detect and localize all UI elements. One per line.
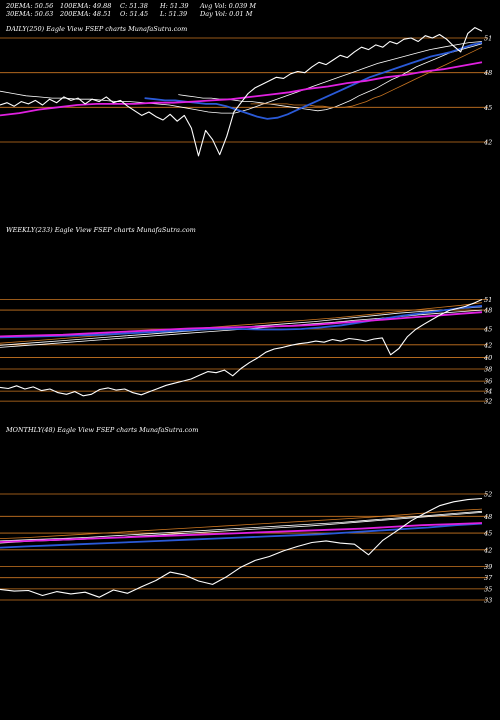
ma-series-line	[0, 302, 483, 344]
ma-series-line	[0, 522, 483, 549]
y-tick-label: 32	[484, 398, 492, 406]
y-tick-label: 48	[483, 307, 492, 315]
daily-title: DAILY(250) Eagle View FSEP charts Munafa…	[5, 25, 187, 33]
y-tick-label: 48	[483, 69, 492, 77]
y-tick-label: 51	[484, 296, 492, 304]
header-stats: 20EMA: 50.56 100EMA: 49.88 C: 51.38 H: 5…	[5, 2, 256, 18]
stat-high: H: 51.39	[159, 2, 189, 10]
ma-series-line	[250, 46, 483, 108]
price-line	[0, 298, 483, 397]
y-tick-label: 34	[484, 388, 492, 396]
monthly-panel: MONTHLY(48) Eagle View FSEP charts Munaf…	[0, 426, 493, 605]
ma-series-line	[0, 508, 483, 539]
price-line	[0, 497, 483, 598]
y-tick-label: 51	[484, 35, 492, 43]
ma-series-line	[0, 61, 483, 117]
price-line	[0, 27, 483, 157]
stat-100ema: 100EMA: 49.88	[60, 2, 111, 10]
weekly-title: WEEKLY(233) Eagle View FSEP charts Munaf…	[6, 226, 196, 234]
y-tick-label: 33	[484, 597, 492, 605]
y-tick-label: 52	[484, 491, 492, 499]
y-tick-label: 38	[484, 366, 492, 374]
ma-series-line	[0, 510, 483, 542]
stat-200ema: 200EMA: 48.51	[59, 10, 111, 18]
y-tick-label: 45	[483, 104, 492, 112]
y-tick-label: 48	[483, 513, 492, 521]
stat-day-vol: Day Vol: 0.01 M	[199, 10, 253, 18]
y-tick-label: 45	[483, 326, 492, 334]
stat-low: L: 51.39	[159, 10, 187, 18]
y-tick-label: 42	[483, 546, 492, 554]
y-tick-label: 39	[484, 563, 492, 571]
stat-30ema: 30EMA: 50.63	[6, 10, 53, 18]
y-tick-label: 42	[483, 341, 492, 349]
y-tick-label: 37	[484, 574, 493, 582]
stat-close: C: 51.38	[120, 2, 148, 10]
stat-20ema: 20EMA: 50.56	[5, 2, 53, 10]
weekly-panel: WEEKLY(233) Eagle View FSEP charts Munaf…	[0, 226, 492, 406]
y-tick-label: 42	[483, 139, 492, 147]
ma-series-line	[0, 311, 483, 338]
stat-open: O: 51.45	[120, 10, 148, 18]
monthly-title: MONTHLY(48) Eagle View FSEP charts Munaf…	[5, 426, 198, 434]
ma-series-line	[0, 304, 483, 339]
ma-series-line	[178, 43, 483, 112]
ma-series-line	[144, 41, 483, 120]
daily-panel: DAILY(250) Eagle View FSEP charts Munafa…	[0, 25, 492, 157]
ma-series-line	[0, 306, 483, 346]
y-tick-label: 40	[483, 354, 492, 362]
y-tick-label: 35	[484, 585, 492, 593]
ma-series-line	[0, 522, 483, 543]
y-tick-label: 45	[483, 530, 492, 538]
stat-avg-vol: Avg Vol: 0.039 M	[199, 2, 256, 10]
y-tick-label: 36	[484, 378, 492, 386]
